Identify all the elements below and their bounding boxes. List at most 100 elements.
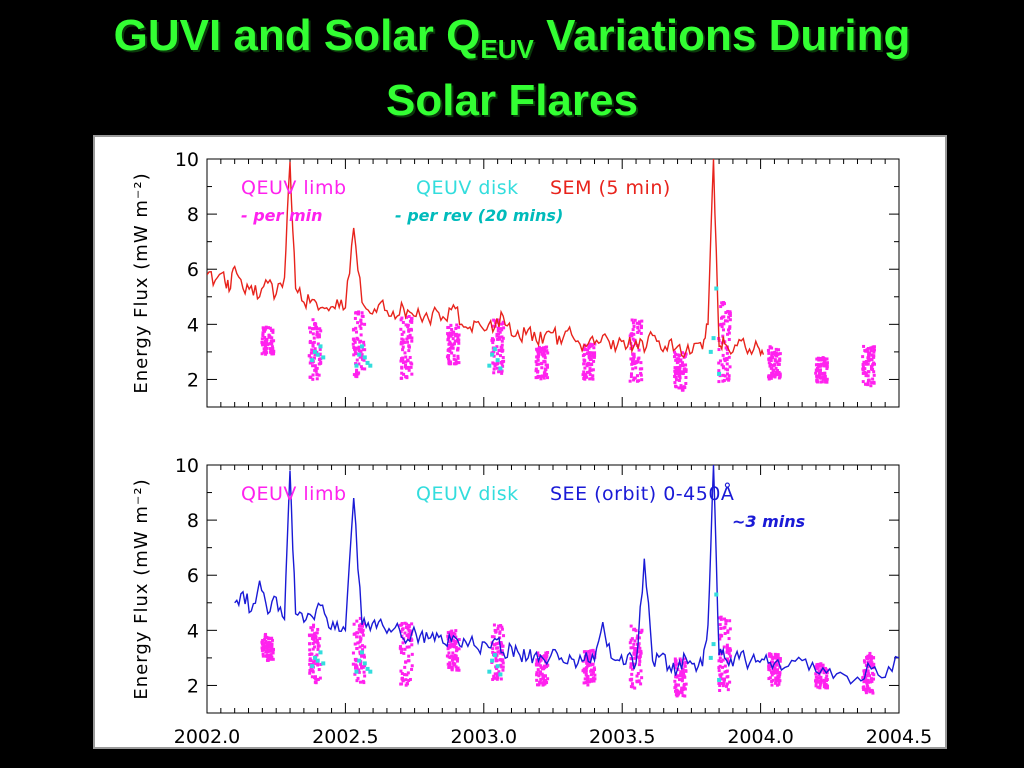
qeuv-limb-point xyxy=(269,637,273,641)
qeuv-limb-point xyxy=(822,362,826,366)
qeuv-limb-point xyxy=(311,332,315,336)
qeuv-limb-point xyxy=(399,630,403,634)
qeuv-limb-point xyxy=(269,642,273,646)
qeuv-limb-point xyxy=(767,667,771,671)
qeuv-limb-point xyxy=(403,631,407,635)
qeuv-limb-point xyxy=(450,654,454,658)
qeuv-limb-point xyxy=(539,377,543,381)
qeuv-limb-point xyxy=(310,675,314,679)
qeuv-limb-point xyxy=(405,645,409,649)
qeuv-limb-point xyxy=(311,373,315,377)
qeuv-limb-point xyxy=(495,646,499,650)
qeuv-limb-point xyxy=(315,372,319,376)
qeuv-limb-point xyxy=(543,367,547,371)
qeuv-limb-point xyxy=(721,373,725,377)
qeuv-limb-point xyxy=(680,688,684,692)
qeuv-limb-point xyxy=(823,685,827,689)
qeuv-limb-point xyxy=(496,627,500,631)
qeuv-limb-point xyxy=(309,658,313,662)
qeuv-limb-point xyxy=(588,377,592,381)
qeuv-limb-point xyxy=(260,352,264,356)
qeuv-limb-point xyxy=(498,337,502,341)
qeuv-limb-point xyxy=(266,655,270,659)
qeuv-limb-point xyxy=(358,324,362,328)
qeuv-limb-point xyxy=(315,333,319,337)
qeuv-limb-point xyxy=(492,367,496,371)
title-line2: Solar Flares xyxy=(386,76,638,125)
qeuv-limb-point xyxy=(867,672,871,676)
qeuv-limb-point xyxy=(500,642,504,646)
qeuv-limb-point xyxy=(407,659,411,663)
qeuv-limb-point xyxy=(591,676,595,680)
qeuv-limb-point xyxy=(407,679,411,683)
qeuv-limb-point xyxy=(270,328,274,332)
qeuv-limb-point xyxy=(722,626,726,630)
qeuv-limb-point xyxy=(638,655,642,659)
qeuv-limb-point xyxy=(678,359,682,363)
qeuv-limb-point xyxy=(816,356,820,360)
qeuv-limb-point xyxy=(718,683,722,687)
qeuv-limb-point xyxy=(640,319,644,323)
qeuv-disk-point xyxy=(711,336,716,341)
qeuv-limb-point xyxy=(631,321,635,325)
qeuv-limb-point xyxy=(271,657,275,661)
qeuv-limb-point xyxy=(270,644,274,648)
qeuv-limb-point xyxy=(403,365,407,369)
qeuv-limb-point xyxy=(309,351,313,355)
qeuv-limb-point xyxy=(446,647,450,651)
qeuv-disk-point xyxy=(312,349,317,354)
qeuv-limb-point xyxy=(494,630,498,634)
qeuv-limb-point xyxy=(454,654,458,658)
qeuv-limb-point xyxy=(720,665,724,669)
qeuv-limb-point xyxy=(447,651,451,655)
qeuv-limb-point xyxy=(817,673,821,677)
qeuv-limb-point xyxy=(544,657,548,661)
top-y-tick-label: 2 xyxy=(187,369,199,391)
qeuv-limb-point xyxy=(824,362,828,366)
qeuv-limb-point xyxy=(770,371,774,375)
qeuv-limb-point xyxy=(363,664,367,668)
qeuv-limb-point xyxy=(545,349,549,353)
qeuv-limb-point xyxy=(497,370,501,374)
qeuv-limb-point xyxy=(590,663,594,667)
qeuv-limb-cluster xyxy=(260,632,275,662)
qeuv-limb-point xyxy=(538,659,542,663)
qeuv-limb-point xyxy=(310,636,314,640)
qeuv-limb-point xyxy=(720,325,724,329)
qeuv-limb-point xyxy=(872,362,876,366)
qeuv-disk-point xyxy=(368,363,373,368)
qeuv-disk-point xyxy=(498,366,503,371)
qeuv-limb-point xyxy=(767,375,771,379)
qeuv-limb-point xyxy=(639,324,643,328)
qeuv-limb-point xyxy=(403,665,407,669)
qeuv-limb-point xyxy=(639,630,643,634)
qeuv-limb-point xyxy=(313,368,317,372)
qeuv-limb-point xyxy=(635,679,639,683)
qeuv-limb-point xyxy=(261,326,265,330)
qeuv-limb-point xyxy=(630,637,634,641)
qeuv-limb-point xyxy=(637,642,641,646)
qeuv-limb-point xyxy=(721,379,725,383)
qeuv-limb-point xyxy=(457,341,461,345)
qeuv-limb-point xyxy=(545,363,549,367)
qeuv-limb-point xyxy=(777,359,781,363)
qeuv-limb-point xyxy=(359,333,363,337)
qeuv-limb-point xyxy=(861,355,865,359)
qeuv-limb-point xyxy=(722,678,726,682)
qeuv-limb-point xyxy=(777,348,781,352)
qeuv-limb-point xyxy=(767,361,771,365)
qeuv-limb-point xyxy=(265,641,269,645)
qeuv-limb-point xyxy=(674,675,678,679)
qeuv-limb-point xyxy=(637,329,641,333)
qeuv-limb-point xyxy=(403,351,407,355)
qeuv-limb-point xyxy=(400,332,404,336)
qeuv-limb-point xyxy=(678,376,682,380)
qeuv-limb-point xyxy=(726,309,730,313)
qeuv-limb-point xyxy=(725,347,729,351)
qeuv-limb-point xyxy=(582,370,586,374)
qeuv-limb-point xyxy=(399,318,403,322)
qeuv-limb-point xyxy=(769,363,773,367)
qeuv-limb-point xyxy=(870,353,874,357)
qeuv-limb-point xyxy=(401,348,405,352)
qeuv-limb-point xyxy=(265,635,269,639)
